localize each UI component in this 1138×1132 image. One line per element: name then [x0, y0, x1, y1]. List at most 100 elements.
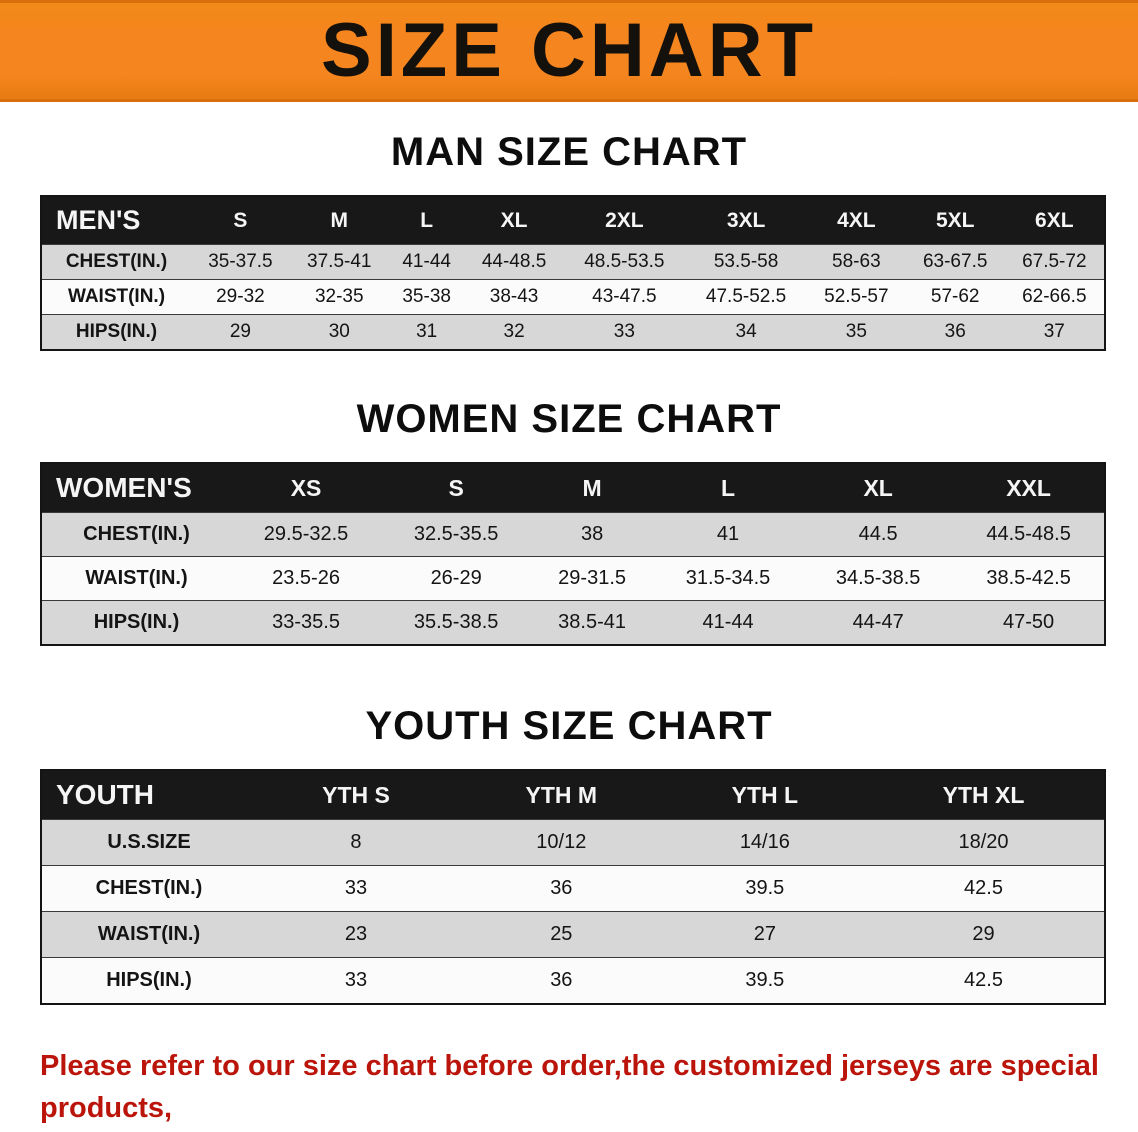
cell: 23.5-26	[231, 556, 382, 601]
column-header: 4XL	[806, 196, 906, 245]
column-header: XS	[231, 463, 382, 513]
cell: 44.5	[803, 512, 954, 557]
cell: 32-35	[289, 279, 389, 315]
cell: 63-67.5	[905, 244, 1005, 280]
column-header: L	[388, 196, 465, 245]
table-row: WAIST(IN.) 23 25 27 29	[41, 911, 1105, 958]
banner-title: SIZE CHART	[321, 8, 817, 93]
cell: 10/12	[455, 819, 667, 866]
header-row: WOMEN'S XS S M L XL XXL	[41, 463, 1105, 513]
row-label: HIPS(IN.)	[41, 957, 256, 1004]
row-label: U.S.SIZE	[41, 819, 256, 866]
cell: 27	[666, 911, 864, 958]
row-label: WAIST(IN.)	[41, 279, 191, 315]
youth-section: YOUTH SIZE CHART YOUTH YTH S YTH M YTH L YTH…	[0, 704, 1138, 1005]
column-header: YTH M	[455, 770, 667, 820]
table-row: U.S.SIZE 8 10/12 14/16 18/20	[41, 819, 1105, 866]
cell: 44.5-48.5	[953, 512, 1105, 557]
cell: 44-47	[803, 600, 954, 645]
cell: 32	[464, 314, 564, 350]
cell: 30	[289, 314, 389, 350]
cell: 23	[256, 911, 456, 958]
cell: 41-44	[653, 600, 804, 645]
youth-size-table-container: YOUTH YTH S YTH M YTH L YTH XL U.S.SIZE 8 10/12…	[40, 769, 1106, 1005]
men-size-table-container: MEN'S S M L XL 2XL 3XL 4XL 5XL 6XL CHEST(IN.) 35-37…	[40, 195, 1106, 351]
cell: 57-62	[905, 279, 1005, 315]
column-header: M	[289, 196, 389, 245]
size-table: WOMEN'S XS S M L XL XXL CHEST(IN.) 29.5-32.5 32.5…	[40, 462, 1106, 646]
column-header: YTH XL	[863, 770, 1105, 820]
cell: 32.5-35.5	[381, 512, 532, 557]
cell: 29-32	[191, 279, 290, 315]
table-row: CHEST(IN.) 29.5-32.5 32.5-35.5 38 41 44.5 44.5…	[41, 512, 1105, 557]
cell: 62-66.5	[1004, 279, 1105, 315]
cell: 36	[455, 865, 667, 912]
cell: 52.5-57	[806, 279, 906, 315]
cell: 38.5-41	[531, 600, 653, 645]
banner: SIZE CHART	[0, 0, 1138, 102]
row-label: WAIST(IN.)	[41, 556, 231, 601]
column-header: 2XL	[563, 196, 686, 245]
footer-note-line1: Please refer to our size chart before or…	[40, 1050, 1099, 1125]
cell: 35.5-38.5	[381, 600, 532, 645]
column-header: XXL	[953, 463, 1105, 513]
cell: 33	[256, 957, 456, 1004]
column-header: 3XL	[685, 196, 807, 245]
cell: 29.5-32.5	[231, 512, 382, 557]
cell: 31	[388, 314, 465, 350]
column-header: YTH S	[256, 770, 456, 820]
cell: 18/20	[863, 819, 1105, 866]
cell: 31.5-34.5	[653, 556, 804, 601]
column-header: 6XL	[1004, 196, 1105, 245]
column-header: S	[191, 196, 290, 245]
cell: 34.5-38.5	[803, 556, 954, 601]
cell: 8	[256, 819, 456, 866]
cell: 37	[1004, 314, 1105, 350]
size-table: YOUTH YTH S YTH M YTH L YTH XL U.S.SIZE 8 10/12…	[40, 769, 1106, 1005]
cell: 33-35.5	[231, 600, 382, 645]
size-table: MEN'S S M L XL 2XL 3XL 4XL 5XL 6XL CHEST(IN.) 35-37…	[40, 195, 1106, 351]
table-row: CHEST(IN.) 33 36 39.5 42.5	[41, 865, 1105, 912]
cell: 39.5	[666, 957, 864, 1004]
men-section-heading: MAN SIZE CHART	[390, 130, 748, 174]
cell: 29	[191, 314, 290, 350]
column-header: L	[653, 463, 804, 513]
row-label: WAIST(IN.)	[41, 911, 256, 958]
column-header: S	[381, 463, 532, 513]
column-header: M	[531, 463, 653, 513]
cell: 34	[685, 314, 807, 350]
cell: 33	[563, 314, 686, 350]
cell: 38.5-42.5	[953, 556, 1105, 601]
row-label: CHEST(IN.)	[41, 512, 231, 557]
cell: 29-31.5	[531, 556, 653, 601]
cell: 41	[653, 512, 804, 557]
cell: 42.5	[863, 957, 1105, 1004]
table-row: WAIST(IN.) 29-32 32-35 35-38 38-43 43-47.5 47.…	[41, 279, 1105, 315]
column-header: YTH L	[666, 770, 864, 820]
cell: 33	[256, 865, 456, 912]
table-row: CHEST(IN.) 35-37.5 37.5-41 41-44 44-48.5 48.5…	[41, 244, 1105, 280]
table-label: MEN'S	[41, 196, 191, 245]
cell: 29	[863, 911, 1105, 958]
column-header: 5XL	[905, 196, 1005, 245]
cell: 38	[531, 512, 653, 557]
table-row: HIPS(IN.) 33-35.5 35.5-38.5 38.5-41 41-44 44-…	[41, 600, 1105, 645]
table-row: WAIST(IN.) 23.5-26 26-29 29-31.5 31.5-34.5 34…	[41, 556, 1105, 601]
table-label: YOUTH	[41, 770, 256, 820]
cell: 53.5-58	[685, 244, 807, 280]
cell: 39.5	[666, 865, 864, 912]
cell: 37.5-41	[289, 244, 389, 280]
row-label: CHEST(IN.)	[41, 244, 191, 280]
women-size-table-container: WOMEN'S XS S M L XL XXL CHEST(IN.) 29.5-32.5 32.5…	[40, 462, 1106, 646]
row-label: HIPS(IN.)	[41, 314, 191, 350]
column-header: XL	[464, 196, 564, 245]
cell: 48.5-53.5	[563, 244, 686, 280]
footer-note: Please refer to our size chart before or…	[40, 1045, 1118, 1132]
table-row: HIPS(IN.) 33 36 39.5 42.5	[41, 957, 1105, 1004]
cell: 14/16	[666, 819, 864, 866]
women-section-heading: WOMEN SIZE CHART	[356, 397, 782, 441]
cell: 43-47.5	[563, 279, 686, 315]
cell: 36	[905, 314, 1005, 350]
cell: 47-50	[953, 600, 1105, 645]
